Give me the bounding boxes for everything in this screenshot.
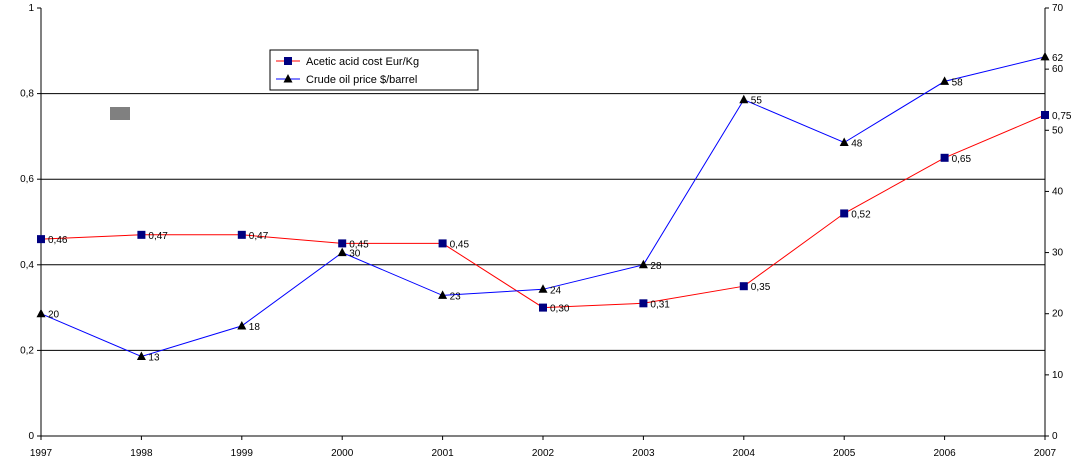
x-axis-tick-label: 2007 bbox=[1034, 448, 1057, 459]
acetic-acid-data-label: 0,31 bbox=[650, 299, 670, 310]
acetic-acid-point bbox=[37, 235, 45, 244]
acetic-acid-data-label: 0,47 bbox=[148, 231, 168, 242]
acetic-acid-data-label: 0,46 bbox=[48, 235, 68, 246]
acetic-acid-point bbox=[438, 239, 447, 248]
acetic-acid-point bbox=[137, 230, 146, 239]
right-axis-tick-label: 50 bbox=[1052, 125, 1064, 136]
acetic-acid-data-label: 0,35 bbox=[751, 282, 771, 293]
crude-oil-point bbox=[136, 351, 146, 361]
data-labels: 0,46 0,47 0,47 0,45 0,45 0,30 0,31 0,35 0,52 0,65… bbox=[48, 53, 1072, 364]
right-axis-tick-label: 40 bbox=[1052, 186, 1064, 197]
legend-square-marker bbox=[284, 57, 292, 65]
x-axis-tick-label: 1999 bbox=[231, 448, 254, 459]
crude-oil-point bbox=[36, 308, 46, 318]
left-axis-tick-label: 0,6 bbox=[20, 174, 34, 185]
left-axis-tick-label: 0,2 bbox=[20, 345, 34, 356]
acetic-acid-point bbox=[338, 239, 347, 248]
x-axis-tick-label: 1997 bbox=[30, 448, 53, 459]
acetic-acid-data-label: 0,45 bbox=[450, 239, 470, 250]
crude-oil-point bbox=[538, 284, 548, 293]
right-axis-tick-label: 0 bbox=[1052, 431, 1058, 442]
crude-oil-point bbox=[337, 247, 347, 257]
acetic-acid-data-label: 0,52 bbox=[851, 209, 871, 220]
crude-oil-data-label: 20 bbox=[48, 310, 60, 321]
left-axis-tick-label: 1 bbox=[28, 3, 34, 14]
legend-label: Crude oil price $/barrel bbox=[306, 74, 417, 86]
gridlines bbox=[41, 93, 1045, 351]
legend-triangle-marker bbox=[283, 74, 293, 83]
acetic-acid-point bbox=[840, 209, 849, 218]
legend: Acetic acid cost Eur/Kg Crude oil price $… bbox=[269, 49, 479, 91]
crude-oil-point bbox=[237, 320, 247, 330]
crude-oil-data-label: 28 bbox=[650, 261, 662, 272]
left-axis-tick-label: 0,8 bbox=[20, 89, 34, 100]
right-axis-tick-label: 30 bbox=[1052, 248, 1064, 259]
x-axis-tick-label: 2005 bbox=[833, 448, 856, 459]
acetic-acid-point bbox=[639, 299, 648, 308]
right-axis-tick-label: 60 bbox=[1052, 64, 1064, 75]
crude-oil-point bbox=[638, 259, 648, 269]
crude-oil-data-label: 13 bbox=[148, 353, 160, 364]
left-axis-tick-label: 0,4 bbox=[20, 260, 34, 271]
series-line-1 bbox=[40, 114, 1046, 309]
acetic-acid-data-label: 0,75 bbox=[1052, 111, 1072, 122]
crude-oil-data-label: 18 bbox=[249, 322, 261, 333]
acetic-acid-point bbox=[237, 230, 246, 239]
x-axis-tick-label: 1998 bbox=[130, 448, 153, 459]
acetic-acid-data-label: 0,30 bbox=[550, 304, 570, 315]
acetic-acid-data-label: 0,65 bbox=[952, 154, 972, 165]
crude-oil-data-label: 48 bbox=[851, 139, 863, 150]
acetic-acid-point bbox=[940, 153, 949, 162]
legend-label: Acetic acid cost Eur/Kg bbox=[306, 56, 419, 68]
crude-oil-point bbox=[1040, 51, 1050, 61]
acetic-acid-point bbox=[739, 282, 748, 291]
crude-oil-data-label: 55 bbox=[751, 96, 763, 107]
gray-rectangle-decoration bbox=[110, 107, 130, 120]
legend-box bbox=[269, 49, 479, 91]
crude-oil-point bbox=[940, 76, 950, 85]
right-axis-tick-label: 70 bbox=[1052, 3, 1064, 14]
crude-oil-data-label: 58 bbox=[952, 77, 964, 88]
acetic-acid-data-label: 0,45 bbox=[349, 239, 369, 250]
series-markers bbox=[36, 51, 1050, 361]
acetic-acid-point bbox=[1041, 111, 1049, 119]
x-axis-tick-label: 2002 bbox=[532, 448, 555, 459]
left-axis-tick-label: 0 bbox=[28, 431, 34, 442]
crude-oil-data-label: 24 bbox=[550, 285, 562, 296]
crude-oil-point bbox=[438, 290, 448, 299]
acetic-acid-point bbox=[539, 303, 547, 312]
right-axis-tick-label: 10 bbox=[1052, 370, 1064, 381]
x-axis-tick-label: 2001 bbox=[431, 448, 454, 459]
x-axis-tick-label: 2003 bbox=[632, 448, 655, 459]
x-axis-tick-label: 2006 bbox=[933, 448, 956, 459]
x-axis-tick-label: 2004 bbox=[733, 448, 756, 459]
crude-oil-point bbox=[839, 137, 849, 147]
acetic-acid-data-label: 0,47 bbox=[249, 231, 269, 242]
crude-oil-data-label: 23 bbox=[450, 291, 462, 302]
x-axis-tick-label: 2000 bbox=[331, 448, 354, 459]
crude-oil-point bbox=[739, 94, 749, 104]
right-axis-tick-label: 20 bbox=[1052, 309, 1064, 320]
crude-oil-data-label: 30 bbox=[349, 249, 361, 260]
crude-oil-data-label: 62 bbox=[1052, 53, 1064, 64]
